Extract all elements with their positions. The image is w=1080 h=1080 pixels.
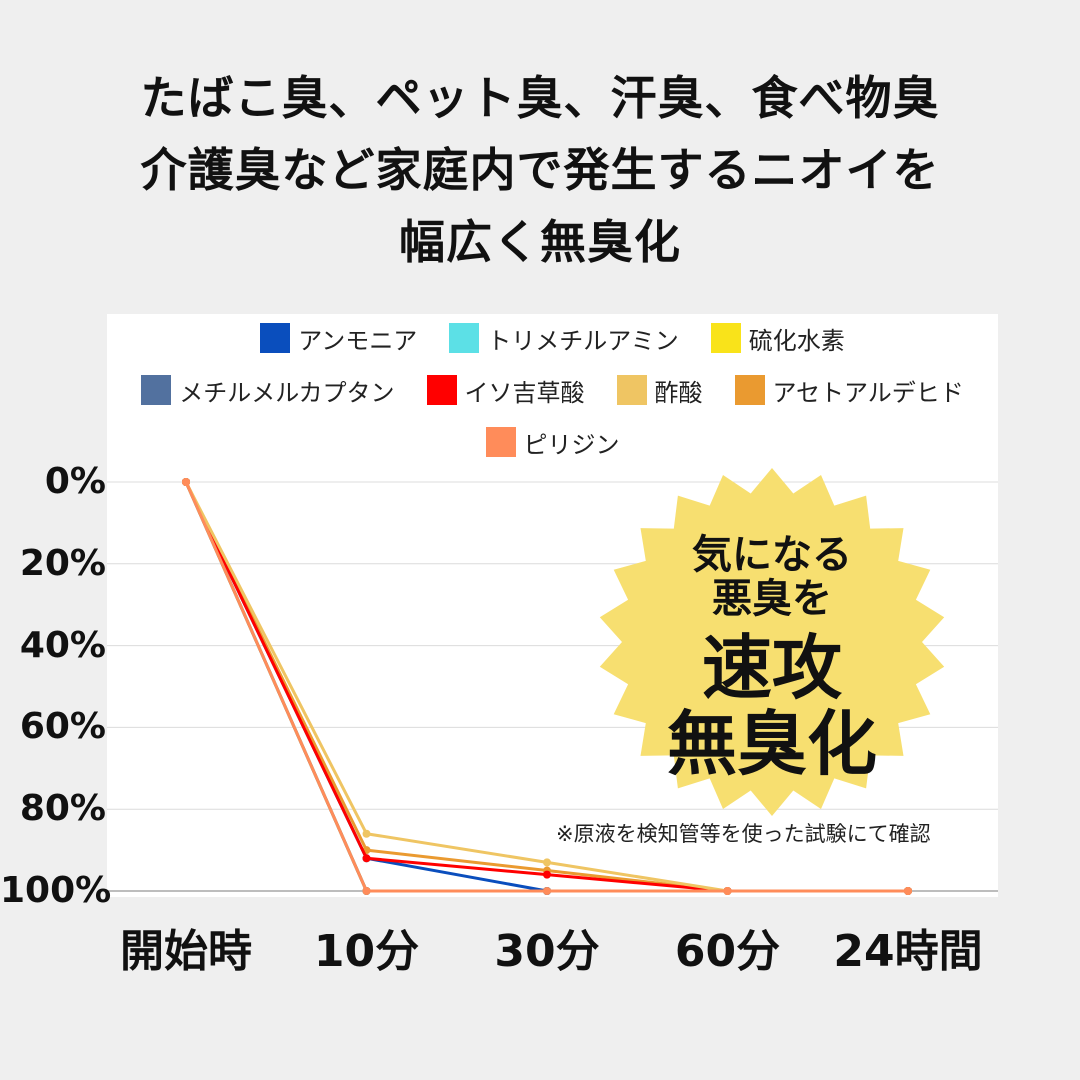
legend-swatch [485, 427, 516, 457]
headline: たばこ臭、ペット臭、汗臭、食べ物臭 介護臭など家庭内で発生するニオイを 幅広く無… [0, 62, 1080, 278]
y-tick-label: 80% [19, 788, 106, 830]
legend-label: アンモニア [298, 326, 418, 355]
legend-swatch [616, 375, 647, 405]
legend-item-hydrogen-sulfide: 硫化水素 [710, 321, 845, 356]
data-point [362, 887, 371, 895]
data-point [543, 858, 551, 867]
badge-line-3: 速攻 [702, 627, 842, 709]
legend-swatch [426, 375, 457, 405]
legend-item-methyl-mercaptan: メチルメルカプタン [141, 373, 395, 408]
data-point [543, 887, 551, 895]
legend-item-pyridine: ピリジン [485, 425, 620, 460]
x-tick-label: 開始時 [120, 926, 252, 977]
badge-line-2: 悪臭を [712, 576, 832, 622]
legend-label: メチルメルカプタン [179, 378, 395, 407]
data-point [182, 478, 190, 486]
y-tick-label: 100% [0, 870, 112, 911]
legend-label: 酢酸 [654, 378, 703, 407]
legend-swatch [710, 323, 741, 353]
legend-item-ammonia: アンモニア [260, 321, 417, 356]
data-point [543, 870, 551, 879]
y-tick-label: 60% [19, 706, 106, 748]
y-tick-label: 0% [44, 461, 106, 502]
chart-legend: アンモニア トリメチルアミン 硫化水素 メチルメルカプタン イソ吉草酸 酢酸 ア… [107, 323, 998, 480]
headline-line-2: 介護臭など家庭内で発生するニオイを [140, 143, 940, 197]
legend-swatch [141, 375, 172, 405]
legend-item-isovaleric-acid: イソ吉草酸 [426, 373, 585, 408]
y-tick-label: 20% [19, 542, 106, 584]
starburst-shape [599, 468, 945, 816]
data-point [362, 854, 371, 863]
footnote: ※原液を検知管等を使った試験にて確認 [556, 822, 931, 846]
legend-label: イソ吉草酸 [464, 378, 585, 407]
starburst-polygon [599, 468, 945, 816]
legend-item-trimethylamine: トリメチルアミン [449, 321, 679, 356]
headline-line-1: たばこ臭、ペット臭、汗臭、食べ物臭 [140, 71, 940, 125]
data-point [362, 829, 371, 838]
legend-label: 硫化水素 [748, 326, 845, 355]
legend-swatch [260, 323, 291, 353]
badge-line-1: 気になる [692, 532, 852, 578]
x-tick-label: 10分 [313, 926, 420, 977]
headline-line-3: 幅広く無臭化 [399, 215, 681, 269]
legend-row-2: メチルメルカプタン イソ吉草酸 酢酸 アセトアルデヒド [107, 375, 998, 407]
legend-swatch [449, 323, 480, 353]
callout-badge: 気になる 悪臭を 速攻 無臭化 [596, 466, 948, 818]
legend-item-acetaldehyde: アセトアルデヒド [734, 373, 964, 408]
data-point [723, 887, 732, 895]
legend-label: ピリジン [523, 430, 620, 459]
x-tick-label: 30分 [494, 926, 600, 977]
legend-label: アセトアルデヒド [772, 378, 964, 407]
badge-line-4: 無臭化 [667, 703, 877, 785]
x-tick-label: 24時間 [833, 926, 983, 977]
legend-item-acetic-acid: 酢酸 [616, 373, 703, 408]
legend-label: トリメチルアミン [487, 326, 679, 355]
x-tick-label: 60分 [674, 926, 781, 977]
legend-row-3: ピリジン [107, 427, 998, 459]
y-tick-label: 40% [19, 624, 106, 666]
legend-swatch [734, 375, 765, 405]
data-point [904, 887, 912, 895]
legend-row-1: アンモニア トリメチルアミン 硫化水素 [107, 323, 998, 355]
